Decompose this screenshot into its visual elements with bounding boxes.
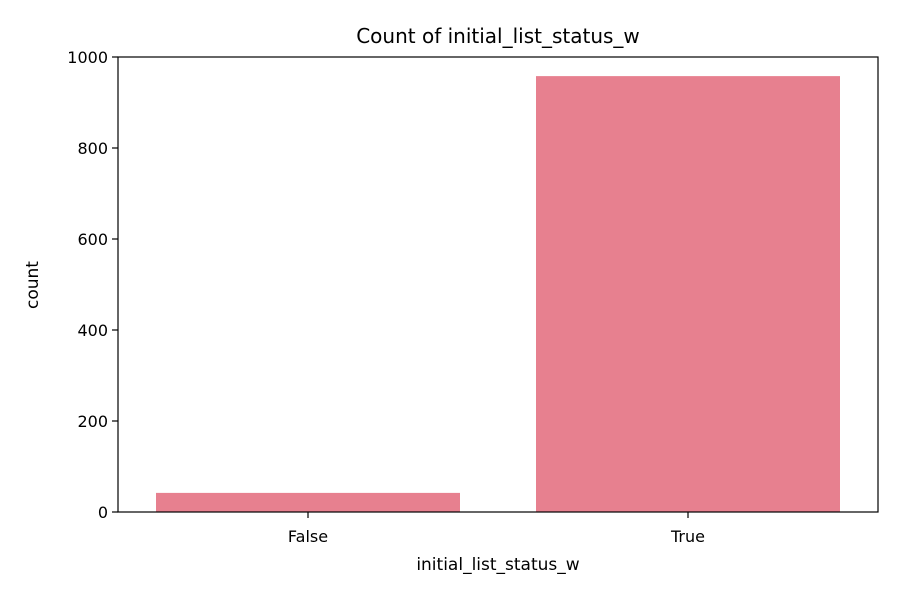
y-tick-label: 600 [77, 230, 108, 249]
y-tick-label: 400 [77, 321, 108, 340]
plot-frame [117, 56, 879, 513]
bars-layer [156, 76, 840, 513]
x-tick-label: False [288, 527, 328, 546]
y-tick-label: 800 [77, 139, 108, 158]
y-axis: 0 200 400 600 800 1000 [67, 48, 118, 522]
bar-true [536, 76, 840, 513]
x-axis-label: initial_list_status_w [416, 555, 579, 575]
y-tick-label: 0 [98, 503, 108, 522]
x-axis: False True [288, 512, 705, 546]
bar-false [156, 492, 460, 512]
x-tick-label: True [670, 527, 705, 546]
chart-title: Count of initial_list_status_w [356, 24, 640, 48]
y-tick-label: 1000 [67, 48, 108, 67]
y-axis-label: count [23, 261, 43, 309]
y-tick-label: 200 [77, 412, 108, 431]
